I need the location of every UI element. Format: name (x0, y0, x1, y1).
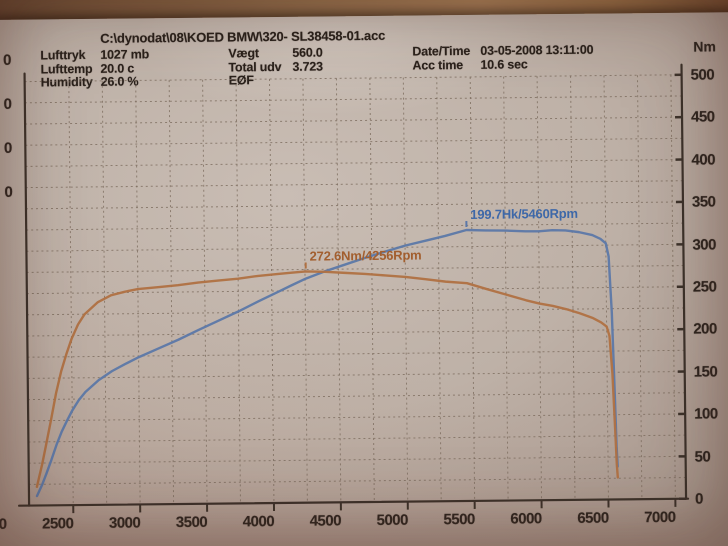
dyno-printout-paper: C:\dynodat\08\KOED BMW\320- SL38458-01.a… (0, 11, 728, 546)
x-tick-label: 7000 (644, 508, 676, 527)
right-axis-tick-label: 50 (694, 448, 711, 466)
right-axis-tick-label: 200 (693, 320, 717, 339)
grid-line-horizontal (28, 413, 686, 422)
grid-line-horizontal (28, 434, 686, 443)
grid-line-horizontal (27, 392, 685, 401)
grid-line-vertical (503, 76, 509, 501)
grid-line-horizontal (26, 222, 684, 231)
grid-line-horizontal (25, 116, 683, 125)
grid-line-vertical (436, 77, 442, 502)
grid-line-vertical (603, 75, 609, 500)
torque-curve (35, 270, 620, 489)
right-axis-tick-label: 100 (694, 405, 718, 423)
x-tick-label: 3500 (175, 513, 208, 532)
x-tick-label: 3000 (108, 514, 141, 532)
grid-line-horizontal (24, 74, 682, 83)
grid-line-vertical (536, 76, 543, 501)
power-peak-label: 199.7Hk/5460Rpm (470, 205, 578, 223)
right-axis-tick-label: 350 (691, 193, 716, 211)
grid-line-horizontal (25, 180, 683, 189)
x-tick-label: 2500 (41, 515, 74, 533)
left-axis-label-fragment: 0 (3, 139, 13, 157)
grid-line-horizontal (25, 159, 683, 167)
grid-line-vertical (636, 75, 643, 500)
grid-line-vertical (402, 77, 409, 502)
x-tick-label: 2000 (0, 515, 7, 534)
right-axis-tick-label: 500 (690, 66, 715, 84)
left-axis-label-fragment: 0 (2, 51, 12, 69)
chart-canvas (17, 63, 690, 514)
right-axis-tick-label: 250 (692, 278, 717, 296)
x-tick-label: 5000 (376, 511, 409, 529)
right-axis-tick-label: 0 (694, 490, 703, 508)
grid-line-horizontal (25, 201, 683, 210)
x-tick-label: 6500 (577, 509, 609, 527)
right-axis-unit-label: Nm (693, 38, 716, 55)
left-axis-label-fragment: 0 (3, 95, 12, 113)
grid-line-horizontal (26, 265, 684, 273)
right-axis-tick-label: 300 (692, 235, 717, 254)
grid-line-vertical (202, 79, 208, 504)
grid-line-vertical (269, 79, 275, 504)
grid-line-horizontal (27, 328, 685, 337)
x-axis-line (17, 497, 690, 507)
x-tick-label: 6000 (510, 510, 542, 528)
grid-line-horizontal (28, 477, 686, 485)
printed-content: C:\dynodat\08\KOED BMW\320- SL38458-01.a… (0, 12, 728, 546)
grid-line-horizontal (24, 95, 682, 104)
torque-peak-label: 272.6Nm/4256Rpm (309, 247, 422, 264)
right-axis-tick-label: 150 (693, 363, 718, 381)
grid-line-vertical (168, 80, 175, 505)
left-axis-label-fragment: 0 (4, 183, 13, 201)
grid-line-vertical (302, 78, 308, 503)
grid-line-horizontal (27, 371, 685, 379)
grid-line-horizontal (28, 455, 686, 464)
grid-line-vertical (68, 81, 74, 506)
right-axis-tick-label: 400 (691, 151, 716, 169)
right-axis-tick-label: 450 (690, 108, 715, 127)
grid-line-horizontal (25, 137, 683, 146)
x-tick-label: 4500 (309, 512, 342, 530)
y-axis-left-line (23, 72, 31, 507)
y-axis-right-line (680, 63, 688, 500)
power-curve (35, 228, 619, 498)
dyno-chart: 199.7Hk/5460Rpm 272.6Nm/4256Rpm 2000 2500 30… (0, 12, 728, 533)
x-tick-label: 4000 (242, 513, 275, 531)
grid-line-horizontal (27, 349, 685, 358)
x-tick-label: 5500 (443, 510, 475, 529)
grid-line-horizontal (27, 307, 685, 316)
grid-line-vertical (101, 80, 108, 505)
